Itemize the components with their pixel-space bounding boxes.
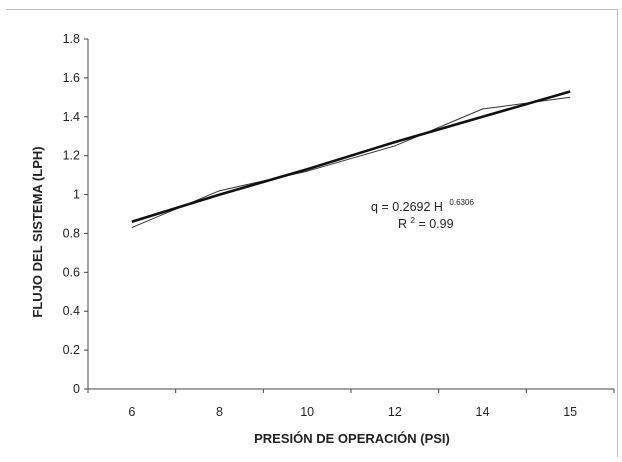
x-tick-label: 8 xyxy=(216,405,223,419)
y-tick-label: 0.8 xyxy=(63,226,80,240)
measured-line xyxy=(131,96,571,229)
y-tick-label: 1.8 xyxy=(63,32,80,46)
equation-label: q = 0.2692 H 0.6306 xyxy=(371,198,474,214)
r-squared-label: R 2 = 0.99 xyxy=(398,212,454,231)
y-tick-label: 0.2 xyxy=(63,343,80,357)
x-ticks: 6 8 10 12 14 15 xyxy=(87,389,615,419)
trend-line xyxy=(131,90,571,224)
y-tick-label: 1.4 xyxy=(63,110,80,124)
x-tick-label: 14 xyxy=(476,405,490,419)
equation-main: q = 0.2692 H xyxy=(371,200,443,214)
chart-frame xyxy=(6,9,618,457)
x-tick-label: 12 xyxy=(388,405,402,419)
axes xyxy=(87,39,614,390)
y-tick-label: 0 xyxy=(73,382,80,396)
x-axis-title: PRESIÓN DE OPERACIÓN (PSI) xyxy=(254,431,450,446)
series-group xyxy=(131,90,571,229)
y-tick-label: 1.2 xyxy=(63,149,80,163)
r-squared-exponent: 2 xyxy=(411,216,416,225)
r-squared-prefix: R xyxy=(398,217,407,231)
y-tick-label: 0.6 xyxy=(63,265,80,279)
y-tick-label: 1.6 xyxy=(63,71,80,85)
y-axis-title: FLUJO DEL SISTEMA (LPH) xyxy=(30,146,45,317)
x-tick-label: 10 xyxy=(300,405,314,419)
y-ticks: 0 0.2 0.4 0.6 0.8 1 1.2 1.4 1.6 1.8 xyxy=(63,32,88,396)
x-tick-label: 6 xyxy=(128,405,135,419)
x-tick-label: 15 xyxy=(563,405,577,419)
r-squared-suffix: = 0.99 xyxy=(418,217,453,231)
y-tick-label: 1 xyxy=(73,188,80,202)
equation-exponent: 0.6306 xyxy=(449,198,474,207)
y-tick-label: 0.4 xyxy=(63,304,80,318)
